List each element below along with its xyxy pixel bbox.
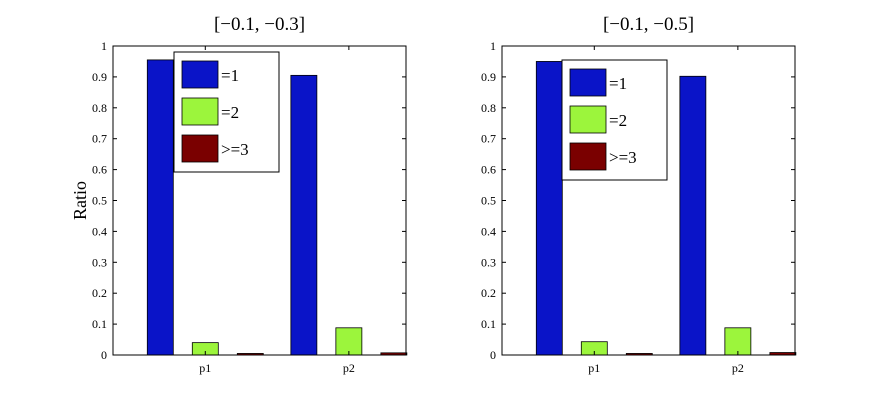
legend-label-3: >=3 bbox=[609, 148, 637, 167]
legend-swatch-2 bbox=[569, 105, 607, 134]
legend-label-2: =2 bbox=[221, 103, 239, 122]
y-tick-label: 0 bbox=[101, 348, 107, 362]
x-tick-label: p2 bbox=[343, 361, 355, 375]
chart-panel-2: [−0.1, −0.5] 0 0.1 0.2 0.3 0.4 0.5 0.6 0.7 0.8 0.9… bbox=[481, 14, 797, 375]
y-tick-label: 0.3 bbox=[92, 255, 107, 269]
x-tick-label: p1 bbox=[588, 361, 600, 375]
chart-title: [−0.1, −0.3] bbox=[214, 14, 305, 35]
legend: =1 =2 >=3 bbox=[561, 59, 668, 181]
legend-label-1: =1 bbox=[609, 74, 627, 93]
y-axis-label: Ratio bbox=[70, 181, 90, 220]
chart-panel-1: [−0.1, −0.3] Ratio 0 0.1 0.2 0.3 0.4 0.5 0.6 0.7 0… bbox=[70, 14, 408, 375]
legend-swatch-3 bbox=[181, 134, 219, 163]
x-tick-label: p1 bbox=[199, 361, 211, 375]
y-tick-label: 0.7 bbox=[92, 132, 107, 146]
y-tick-label: 0.9 bbox=[92, 70, 107, 84]
chart-title: [−0.1, −0.5] bbox=[603, 14, 694, 35]
y-tick-label: 0.5 bbox=[92, 194, 107, 208]
y-tick-label: 0.4 bbox=[481, 224, 496, 238]
y-tick-label: 0.5 bbox=[481, 194, 496, 208]
legend-label-3: >=3 bbox=[221, 140, 249, 159]
y-tick-label: 0.4 bbox=[92, 224, 107, 238]
legend-label-1: =1 bbox=[221, 66, 239, 85]
legend-swatch-2 bbox=[181, 97, 219, 126]
y-tick-label: 1 bbox=[101, 39, 107, 53]
y-tick-label: 0.1 bbox=[92, 317, 107, 331]
y-tick-label: 1 bbox=[490, 39, 496, 53]
y-tick-label: 0.3 bbox=[481, 255, 496, 269]
legend-label-2: =2 bbox=[609, 111, 627, 130]
y-tick-label: 0.8 bbox=[481, 101, 496, 115]
bar-p2-series-1 bbox=[290, 74, 318, 356]
bar-p2-series-2 bbox=[335, 327, 363, 356]
y-tick-label: 0.6 bbox=[481, 163, 496, 177]
legend-swatch-1 bbox=[569, 68, 607, 97]
bar-p1-series-1 bbox=[146, 59, 174, 356]
y-tick-label: 0.7 bbox=[481, 132, 496, 146]
bar-p2-series-1 bbox=[679, 75, 707, 356]
legend-swatch-3 bbox=[569, 142, 607, 171]
y-tick-label: 0.6 bbox=[92, 163, 107, 177]
bar-p1-series-1 bbox=[535, 61, 563, 356]
bar-p2-series-2 bbox=[724, 327, 752, 356]
y-tick-label: 0.8 bbox=[92, 101, 107, 115]
legend-swatch-1 bbox=[181, 60, 219, 89]
x-tick-label: p2 bbox=[732, 361, 744, 375]
y-tick-label: 0.9 bbox=[481, 70, 496, 84]
y-tick-label: 0.2 bbox=[92, 286, 107, 300]
y-tick-label: 0.2 bbox=[481, 286, 496, 300]
legend: =1 =2 >=3 bbox=[173, 51, 280, 173]
y-tick-label: 0.1 bbox=[481, 317, 496, 331]
y-tick-label: 0 bbox=[490, 348, 496, 362]
